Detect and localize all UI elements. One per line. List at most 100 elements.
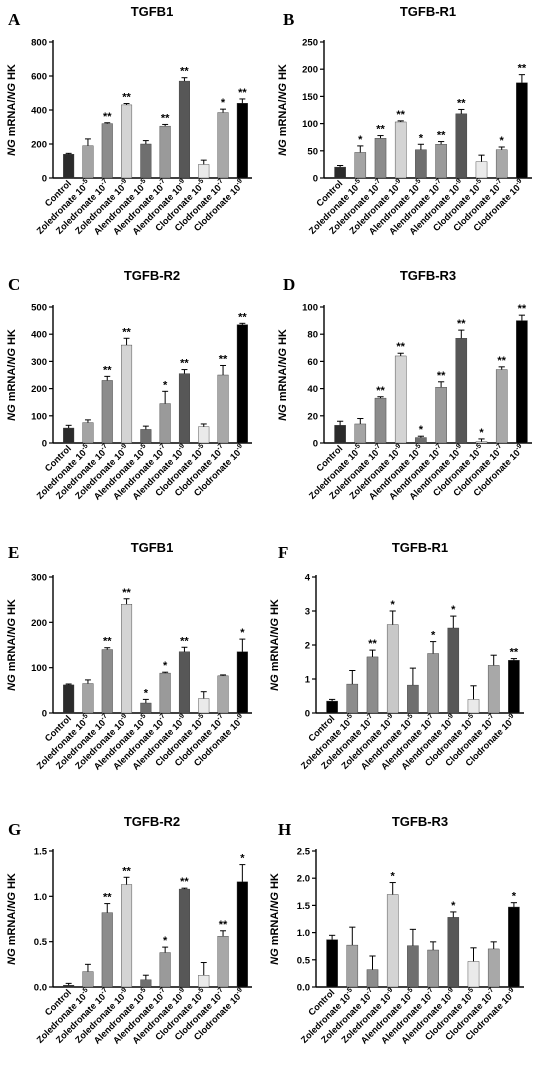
y-axis-label: NG mRNA/NG HK (6, 873, 18, 965)
category-label-exponent: -9 (385, 713, 394, 722)
bar (467, 961, 480, 988)
significance-label: ** (103, 111, 112, 123)
bar (159, 672, 171, 714)
bar (121, 604, 133, 714)
bar (516, 82, 528, 179)
category-label-exponent: -5 (413, 443, 422, 452)
bar (82, 971, 94, 988)
category-label-exponent: -7 (157, 987, 166, 996)
panel-title: TGFB-R3 (392, 814, 448, 829)
category-label-exponent: -7 (99, 443, 108, 452)
y-axis-label-part: NG (269, 892, 281, 909)
significance-label: ** (396, 341, 405, 353)
significance-label: ** (238, 87, 247, 99)
bar (495, 149, 508, 179)
category-label-exponent: -7 (215, 987, 224, 996)
y-tick-label: 0.5 (34, 937, 48, 948)
significance-label: * (221, 97, 226, 109)
significance-label: ** (103, 364, 112, 376)
significance-label: ** (376, 124, 385, 136)
y-tick-label: 2.5 (297, 847, 311, 858)
bar (198, 164, 210, 179)
panel-letter: A (8, 10, 21, 29)
y-axis-label: NG mRNA/NG HK (277, 64, 289, 156)
bar (63, 684, 75, 714)
y-axis-label-part: HK (6, 873, 18, 892)
significance-label: ** (437, 370, 446, 382)
significance-label: ** (457, 97, 466, 109)
y-axis-label-part: HK (277, 64, 289, 83)
y-axis-label: NG mRNA/NG HK (6, 64, 18, 156)
y-tick-label: 100 (302, 303, 318, 314)
y-tick-label: 0 (305, 709, 310, 720)
y-axis-label: NG mRNA/NG HK (6, 329, 18, 421)
y-tick-label: 3 (305, 607, 310, 618)
y-tick-label: 0.0 (34, 983, 47, 994)
category-label-exponent: -7 (99, 178, 108, 187)
y-tick-label: 0 (313, 174, 318, 185)
bar (159, 403, 171, 444)
y-axis-label-part: NG (6, 83, 18, 100)
y-axis-label-part: HK (6, 599, 18, 618)
category-label-exponent: -7 (365, 987, 374, 996)
bar (101, 649, 113, 714)
significance-label: * (391, 599, 396, 611)
significance-label: ** (518, 63, 527, 75)
bar (198, 426, 210, 444)
y-axis-label-part: NG (269, 948, 281, 965)
bar (334, 425, 346, 444)
category-label-exponent: -9 (514, 443, 523, 452)
bar (334, 166, 346, 179)
significance-label: ** (180, 635, 189, 647)
y-tick-label: 0 (42, 174, 47, 185)
bar (366, 656, 379, 714)
bar (82, 683, 94, 714)
bar (415, 149, 427, 179)
bar (447, 917, 460, 988)
y-axis-label-part: NG (277, 139, 289, 156)
category-label-exponent: -5 (405, 987, 414, 996)
bar (346, 683, 359, 714)
y-tick-label: 4 (305, 573, 311, 584)
category-label-exponent: -5 (80, 178, 89, 187)
category-label-exponent: -9 (235, 178, 244, 187)
significance-label: * (419, 424, 424, 436)
significance-label: ** (376, 385, 385, 397)
y-axis-label-part: mRNA/ (277, 365, 289, 405)
category-label-exponent: -7 (425, 713, 434, 722)
y-axis-label-part: NG (6, 948, 18, 965)
category-label-exponent: -9 (177, 443, 186, 452)
y-tick-label: 80 (307, 330, 318, 341)
bar (140, 979, 152, 988)
y-axis-label-part: NG (6, 348, 18, 365)
y-tick-label: 1 (305, 675, 311, 686)
bar (178, 373, 190, 444)
significance-label: * (163, 935, 168, 947)
bar (63, 984, 75, 988)
category-label-exponent: -9 (514, 178, 523, 187)
bar (508, 906, 520, 988)
bar (394, 355, 407, 444)
bar (386, 624, 399, 714)
y-axis-label-part: NG (6, 892, 18, 909)
category-label-exponent: -9 (454, 443, 463, 452)
y-axis-label-part: mRNA/ (6, 365, 18, 405)
category-label-exponent: -5 (345, 713, 354, 722)
bar (326, 939, 338, 988)
y-axis-label-part: NG (6, 618, 18, 635)
y-tick-label: 50 (307, 146, 318, 157)
bar (508, 660, 520, 714)
y-axis-label-part: NG (6, 404, 18, 421)
y-axis-label-part: HK (269, 599, 281, 618)
panel-title: TGFB1 (131, 4, 174, 19)
panel-letter: E (8, 543, 19, 562)
category-label-exponent: -9 (119, 987, 128, 996)
y-tick-label: 200 (31, 140, 47, 151)
significance-label: ** (122, 326, 131, 338)
bar (516, 320, 528, 444)
